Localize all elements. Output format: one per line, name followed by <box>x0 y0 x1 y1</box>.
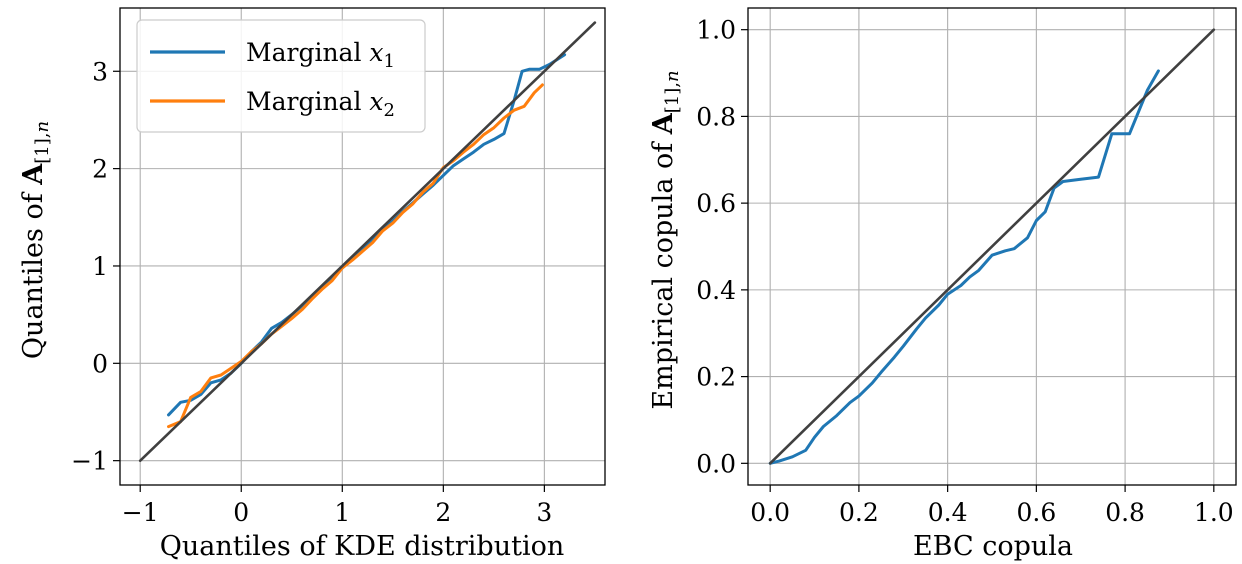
x-axis-title: Quantiles of KDE distribution <box>160 531 564 562</box>
x-tick-label: 1.0 <box>1194 498 1234 527</box>
x-axis-title: EBC copula <box>913 531 1073 562</box>
legend: Marginal x1 Marginal x2 <box>136 19 426 133</box>
y-axis-title-symbol: A <box>648 112 679 135</box>
x-tick-label: 0.0 <box>750 498 790 527</box>
x-tick-label: 1 <box>334 498 350 527</box>
qq-plot-panel: −1 0 1 2 3 −1 0 1 2 3 Quantiles of KDE distributi… <box>18 7 606 562</box>
y-tick-label: 0.0 <box>696 449 736 478</box>
y-axis-title: Empirical copula of A[1],n <box>648 70 683 409</box>
y-axis-title-subscript: [1], <box>32 133 53 164</box>
x-tick-label: 2 <box>435 498 451 527</box>
y-axis-title-prefix: Quantiles of <box>18 185 49 359</box>
legend-box <box>136 19 426 133</box>
copula-plot-panel: 0.0 0.2 0.4 0.6 0.8 1.0 0.0 0.2 0.4 0.6 0.8 1.0 EBC… <box>648 7 1237 562</box>
y-tick-label: 0.4 <box>696 276 736 305</box>
x-tick-label: 3 <box>536 498 552 527</box>
x-tick-label: 0.2 <box>839 498 879 527</box>
y-tick-label: 0 <box>92 349 108 378</box>
x-tick-label: 0 <box>233 498 249 527</box>
plot-frame <box>747 7 1237 486</box>
y-tick-label: 0.8 <box>696 102 736 131</box>
axis-ticks: 0.0 0.2 0.4 0.6 0.8 1.0 0.0 0.2 0.4 0.6 0.8 1.0 <box>696 16 1233 527</box>
y-tick-label: 3 <box>92 57 108 86</box>
y-tick-label: −1 <box>71 447 108 476</box>
y-axis-title-subscript-n: n <box>662 70 683 82</box>
y-axis-title-prefix: Empirical copula of <box>648 134 679 409</box>
series-line <box>768 69 1160 465</box>
y-axis-title-subscript-n: n <box>32 121 53 133</box>
series-line <box>167 83 544 429</box>
x-tick-label: 0.4 <box>928 498 968 527</box>
legend-label-x2: Marginal x2 <box>246 87 395 121</box>
y-tick-label: 0.2 <box>696 363 736 392</box>
axis-ticks: −1 0 1 2 3 −1 0 1 2 3 <box>71 57 552 527</box>
y-axis-title: Quantiles of A[1],n <box>18 121 53 359</box>
y-tick-label: 1 <box>92 252 108 281</box>
x-tick-label: 0.6 <box>1016 498 1056 527</box>
plot-frame <box>119 7 606 486</box>
x-tick-label: −1 <box>122 498 159 527</box>
reference-diagonal-line <box>138 21 597 462</box>
grid-lines <box>748 8 1236 485</box>
series-lines <box>768 28 1216 465</box>
x-tick-label: 0.8 <box>1105 498 1145 527</box>
y-axis-title-symbol: A <box>18 163 49 186</box>
y-axis-title-subscript: [1], <box>662 82 683 113</box>
y-tick-label: 2 <box>92 155 108 184</box>
y-tick-label: 1.0 <box>696 16 736 45</box>
legend-label-x1: Marginal x1 <box>246 38 395 72</box>
series-lines <box>138 21 597 462</box>
reference-diagonal-line <box>768 28 1216 465</box>
y-tick-label: 0.6 <box>696 189 736 218</box>
